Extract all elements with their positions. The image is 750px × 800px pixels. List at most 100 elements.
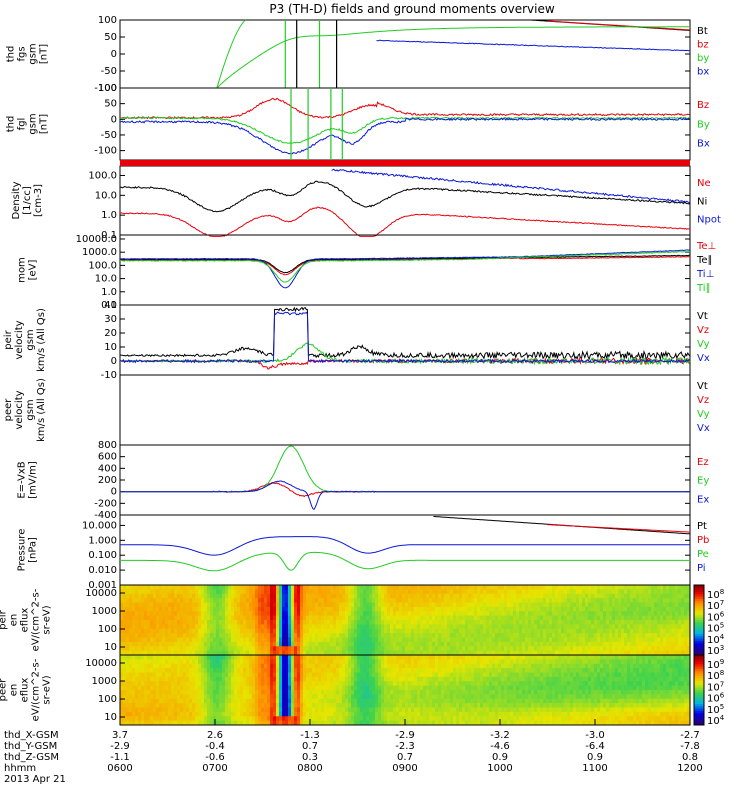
heatmap-cell: [141, 602, 145, 608]
heatmap-cell: [432, 628, 436, 634]
heatmap-cell: [516, 602, 520, 608]
heatmap-cell: [153, 606, 157, 612]
heatmap-cell: [504, 620, 508, 625]
heatmap-cell: [126, 646, 130, 652]
heatmap-cell: [180, 637, 184, 643]
heatmap-cell: [132, 655, 136, 660]
heatmap-cell: [126, 668, 130, 673]
heatmap-cell: [456, 641, 460, 647]
heatmap-cell: [243, 602, 247, 608]
heatmap-cell: [138, 720, 142, 726]
heatmap-cell: [411, 585, 415, 590]
heatmap-cell: [594, 646, 598, 652]
heatmap-cell: [288, 620, 292, 625]
heatmap-cell: [366, 663, 370, 669]
heatmap-cell: [450, 615, 454, 621]
heatmap-cell: [120, 606, 124, 612]
heatmap-cell: [330, 663, 334, 669]
heatmap-cell: [288, 676, 292, 682]
heatmap-cell: [267, 633, 271, 638]
heatmap-cell: [570, 650, 574, 656]
heatmap-cell: [120, 655, 124, 660]
heatmap-cell: [294, 624, 298, 630]
heatmap-cell: [261, 646, 265, 652]
heatmap-cell: [336, 641, 340, 647]
heatmap-cell: [264, 615, 268, 621]
heatmap-cell: [177, 711, 181, 717]
legend-efield-Ex: Ex: [697, 494, 709, 505]
heatmap-cell: [627, 646, 631, 652]
heatmap-cell: [315, 694, 319, 700]
heatmap-cell: [378, 707, 382, 713]
heatmap-cell: [120, 633, 124, 638]
heatmap-cell: [153, 681, 157, 687]
heatmap-cell: [348, 611, 352, 617]
heatmap-cell: [675, 641, 679, 647]
heatmap-cell: [396, 655, 400, 660]
heatmap-cell: [339, 620, 343, 625]
heatmap-cell: [339, 703, 343, 708]
heatmap-cell: [459, 633, 463, 638]
heatmap-cell: [411, 690, 415, 695]
heatmap-cell: [549, 585, 553, 590]
heatmap-cell: [171, 698, 175, 704]
heatmap-cell: [465, 633, 469, 638]
heatmap-cell: [285, 681, 289, 687]
heatmap-cell: [408, 690, 412, 695]
heatmap-cell: [147, 589, 151, 595]
heatmap-cell: [216, 720, 220, 726]
heatmap-cell: [576, 620, 580, 625]
heatmap-cell: [522, 589, 526, 595]
heatmap-cell: [234, 698, 238, 704]
heatmap-cell: [180, 676, 184, 682]
heatmap-cell: [252, 663, 256, 669]
heatmap-cell: [324, 681, 328, 687]
heatmap-cell: [213, 589, 217, 595]
heatmap-cell: [399, 611, 403, 617]
heatmap-cell: [621, 585, 625, 590]
heatmap-cell: [165, 672, 169, 678]
heatmap-cell: [315, 615, 319, 621]
heatmap-cell: [654, 650, 658, 656]
heatmap-cell: [216, 703, 220, 708]
heatmap-cell: [471, 637, 475, 643]
heatmap-cell: [297, 650, 301, 656]
legend-fgs-by: by: [697, 53, 709, 64]
heatmap-cell: [267, 707, 271, 713]
y-tick-label: -50: [101, 130, 117, 141]
heatmap-cell: [495, 637, 499, 643]
heatmap-cell: [216, 602, 220, 608]
heatmap-cell: [648, 611, 652, 617]
heatmap-cell: [411, 703, 415, 708]
heatmap-cell: [153, 641, 157, 647]
heatmap-cell: [441, 589, 445, 595]
heatmap-cell: [282, 676, 286, 682]
heatmap-cell: [258, 650, 262, 656]
heatmap-cell: [375, 637, 379, 643]
heatmap-cell: [312, 602, 316, 608]
heatmap-cell: [243, 698, 247, 704]
heatmap-cell: [324, 589, 328, 595]
heatmap-cell: [339, 606, 343, 612]
heatmap-cell: [360, 611, 364, 617]
heatmap-cell: [132, 628, 136, 634]
heatmap-cell: [207, 711, 211, 717]
heatmap-cell: [132, 606, 136, 612]
heatmap-cell: [642, 641, 646, 647]
heatmap-cell: [162, 685, 166, 691]
heatmap-cell: [390, 668, 394, 673]
heatmap-cell: [147, 672, 151, 678]
heatmap-cell: [156, 668, 160, 673]
heatmap-cell: [348, 716, 352, 722]
heatmap-cell: [198, 589, 202, 595]
heatmap-cell: [663, 615, 667, 621]
heatmap-cell: [120, 659, 124, 665]
heatmap-cell: [285, 602, 289, 608]
heatmap-cell: [666, 585, 670, 590]
heatmap-cell: [585, 593, 589, 599]
heatmap-cell: [402, 615, 406, 621]
heatmap-cell: [456, 650, 460, 656]
heatmap-cell: [270, 641, 274, 647]
heatmap-cell: [504, 615, 508, 621]
heatmap-cell: [324, 707, 328, 713]
